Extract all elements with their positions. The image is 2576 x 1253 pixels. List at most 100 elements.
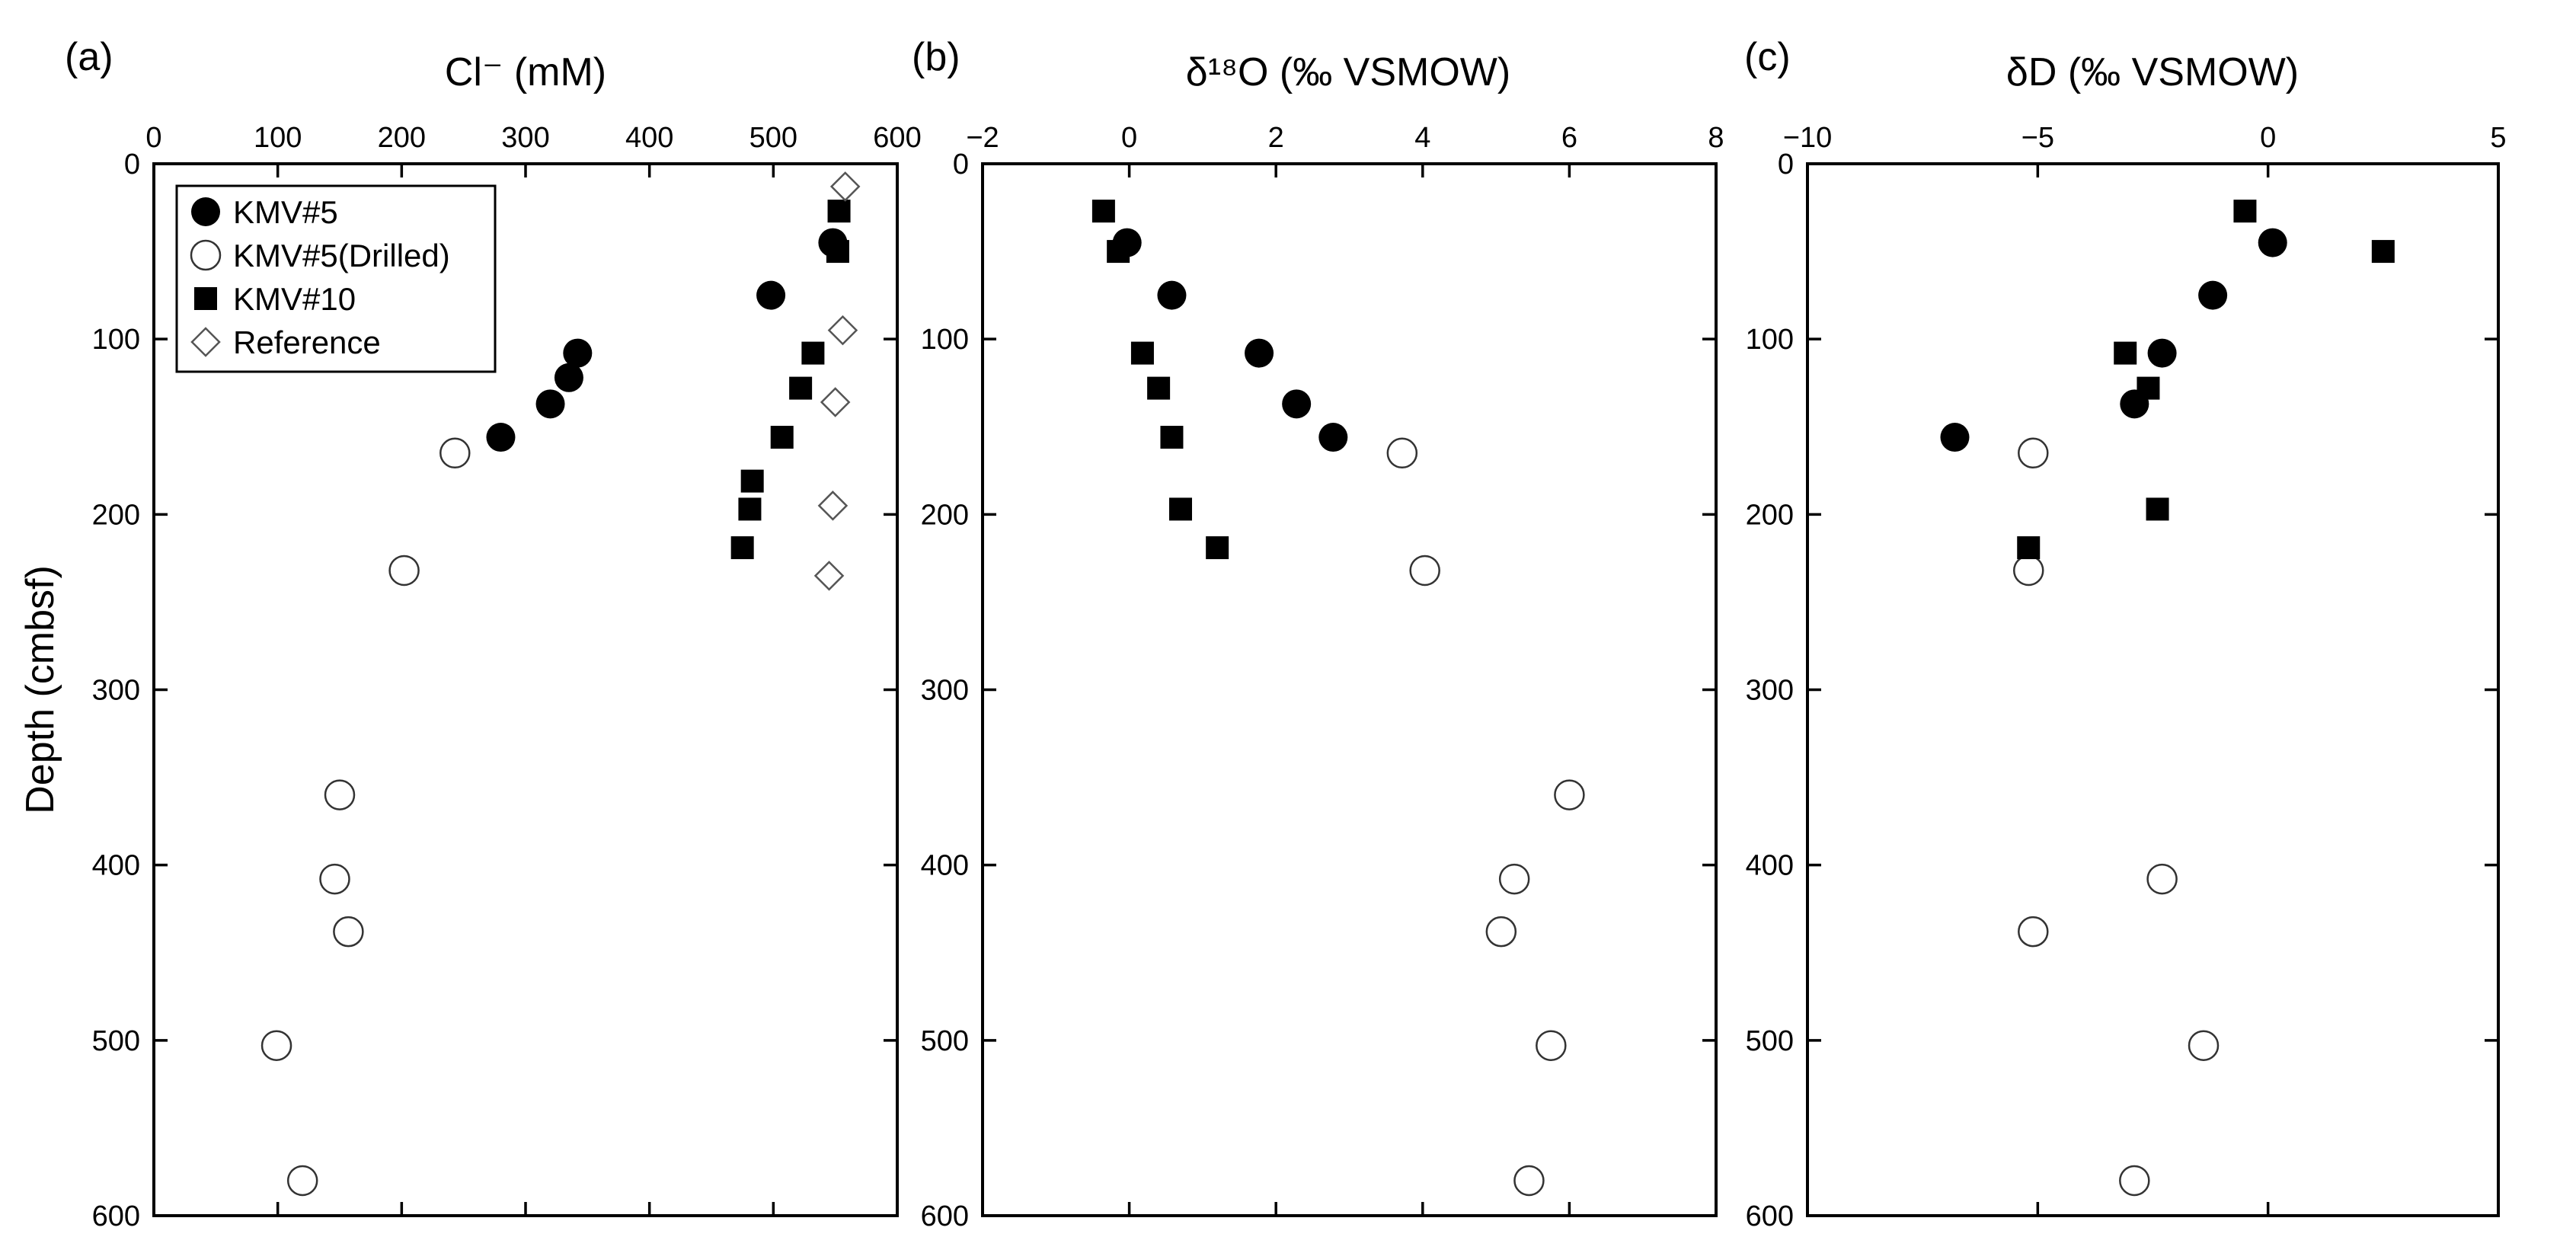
y-tick-label: 200 (1746, 499, 1794, 531)
x-tick-label: −2 (966, 122, 999, 154)
x-tick-label: −10 (1783, 122, 1832, 154)
data-point (260, 1030, 292, 1061)
plot-frame (1806, 162, 2500, 1217)
data-point (789, 376, 813, 400)
data-point (1282, 389, 1312, 419)
y-tick-label: 500 (92, 1025, 140, 1057)
x-tick-label: 500 (749, 122, 797, 154)
x-tick-label: 0 (1121, 122, 1137, 154)
data-point (817, 491, 849, 521)
x-tick-label: 4 (1414, 122, 1430, 154)
data-point (2198, 280, 2228, 310)
legend-marker (191, 197, 220, 226)
x-tick-label: 100 (254, 122, 302, 154)
data-point (2137, 376, 2160, 400)
data-point (486, 423, 516, 452)
y-tick-label: 0 (1778, 149, 1794, 181)
y-tick-label: 600 (1746, 1200, 1794, 1232)
data-point (827, 315, 858, 346)
data-point (2371, 240, 2395, 264)
data-point (827, 200, 851, 223)
y-tick-label: 100 (1746, 324, 1794, 356)
data-point (2258, 228, 2287, 257)
x-tick-label: 0 (145, 122, 161, 154)
data-point (319, 863, 350, 895)
data-point (554, 363, 583, 392)
data-point (1485, 916, 1517, 948)
y-tick-label: 400 (1746, 850, 1794, 882)
panel-a: (a) Cl⁻ (mM) 0 100 200 300 400 500 600 0 100 200 300… (18, 35, 922, 1232)
y-tick-label: 300 (92, 675, 140, 707)
data-point (1554, 779, 1585, 810)
x-tick-label: 5 (2490, 122, 2506, 154)
data-point (2188, 1030, 2220, 1061)
legend-label: KMV#10 (233, 281, 356, 317)
x-tick-label: 200 (378, 122, 426, 154)
data-point (770, 426, 794, 449)
axis-title: δ¹⁸O (‰ VSMOW) (1186, 50, 1510, 94)
data-point (2114, 341, 2137, 365)
y-tick-label: 100 (92, 324, 140, 356)
data-point (1409, 555, 1440, 587)
legend-label: KMV#5(Drilled) (233, 238, 450, 273)
series-kmv-5 (1112, 228, 1348, 452)
series-kmv-5 (1940, 228, 2287, 452)
data-point (1386, 437, 1418, 469)
panel-c: (c) δD (‰ VSMOW)−10 −5 0 5010020030040050060… (1744, 35, 2507, 1232)
y-tick-label: 600 (921, 1200, 969, 1232)
series-kmv-5-drilled- (1386, 437, 1585, 1197)
data-point (1940, 423, 1970, 452)
data-point (1157, 280, 1187, 310)
y-tick-label: 400 (921, 850, 969, 882)
series-kmv-10 (2017, 200, 2395, 560)
data-point (2018, 916, 2049, 948)
series-reference (813, 171, 861, 591)
plot-frame (981, 162, 1718, 1217)
axis-title: Cl⁻ (mM) (445, 50, 606, 94)
y-tick-label: 0 (953, 149, 969, 181)
x-tick-label: 0 (2260, 122, 2276, 154)
x-tick-label: −5 (2021, 122, 2054, 154)
legend-marker (194, 287, 217, 310)
data-point (801, 341, 825, 365)
data-point (1498, 863, 1530, 895)
y-tick-label: 100 (921, 324, 969, 356)
panel-label: (c) (1744, 35, 1791, 79)
x-tick-label: 8 (1708, 122, 1724, 154)
y-tick-label: 400 (92, 850, 140, 882)
data-point (1206, 536, 1229, 560)
data-point (829, 171, 861, 202)
legend-marker (190, 239, 222, 271)
x-tick-label: 300 (501, 122, 549, 154)
data-point (333, 916, 364, 948)
data-point (2233, 200, 2257, 223)
data-point (1318, 423, 1348, 452)
data-point (730, 536, 754, 560)
data-point (439, 437, 471, 469)
y-tick-label: 0 (124, 149, 140, 181)
data-point (1147, 376, 1171, 400)
y-tick-label: 500 (921, 1025, 969, 1057)
y-tick-label: 200 (921, 499, 969, 531)
y-tick-label: 300 (921, 675, 969, 707)
data-point (756, 280, 786, 310)
legend-marker (190, 327, 221, 357)
data-point (2018, 437, 2049, 469)
y-tick-label: 600 (92, 1200, 140, 1232)
data-point (2012, 555, 2044, 587)
panel-label: (b) (912, 35, 960, 79)
x-tick-label: 6 (1561, 122, 1577, 154)
data-point (286, 1165, 318, 1197)
data-point (2146, 863, 2178, 895)
panel-label: (a) (65, 35, 113, 79)
data-point (1536, 1030, 1567, 1061)
data-point (826, 240, 849, 264)
data-point (1245, 338, 1274, 368)
legend-box (175, 184, 497, 373)
data-point (1160, 426, 1184, 449)
data-point (740, 469, 764, 493)
data-point (1169, 497, 1193, 521)
data-point (1130, 341, 1154, 365)
series-kmv-10 (730, 200, 851, 560)
